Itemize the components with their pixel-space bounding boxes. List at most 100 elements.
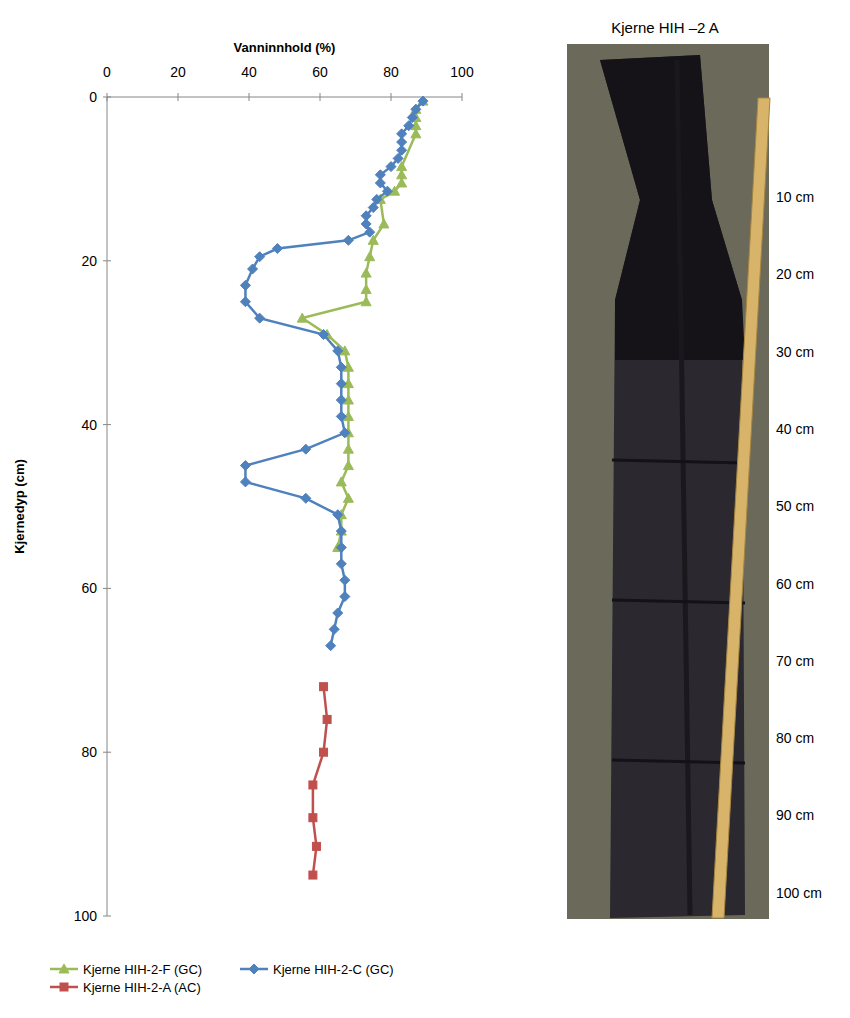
- y-tick-label: 100: [74, 908, 98, 924]
- series-point: [340, 592, 350, 602]
- series-point: [418, 96, 428, 106]
- core-crack: [612, 600, 745, 603]
- series-point: [336, 411, 346, 421]
- core-split: [677, 60, 690, 915]
- depth-label: 50 cm: [776, 498, 814, 514]
- series-point: [404, 121, 414, 131]
- series-point: [375, 178, 385, 188]
- depth-label: 30 cm: [776, 344, 814, 360]
- legend-label: Kjerne HIH-2-F (GC): [83, 962, 202, 977]
- legend-label: Kjerne HIH-2-C (GC): [273, 962, 394, 977]
- x-tick: [391, 93, 392, 101]
- series-point: [319, 330, 329, 340]
- series-point: [340, 575, 350, 585]
- series-point: [309, 781, 317, 789]
- depth-label: 40 cm: [776, 421, 814, 437]
- series-point: [368, 203, 378, 213]
- depth-label: 80 cm: [776, 730, 814, 746]
- y-axis: [107, 97, 108, 916]
- series-point: [323, 715, 331, 723]
- series-point: [411, 129, 421, 138]
- x-tick: [249, 93, 250, 101]
- photo-background: [567, 44, 769, 919]
- x-axis-title: Vanninnhold (%): [234, 40, 336, 55]
- x-tick-label: 60: [312, 64, 328, 80]
- series-point: [326, 641, 336, 651]
- series-line: [245, 101, 423, 646]
- series-point: [340, 428, 350, 438]
- series-point: [320, 683, 328, 691]
- x-axis: [107, 97, 462, 98]
- series-point: [382, 186, 392, 196]
- series-point: [365, 227, 375, 237]
- series-point: [240, 297, 250, 307]
- series-point: [240, 477, 250, 487]
- y-tick-label: 40: [81, 417, 97, 433]
- series-point: [309, 871, 317, 879]
- series-point: [333, 510, 343, 520]
- series-point: [320, 748, 328, 756]
- series-point: [240, 280, 250, 290]
- series-point: [361, 284, 371, 293]
- y-tick: [103, 916, 111, 917]
- series-point: [333, 608, 343, 618]
- depth-label: 100 cm: [776, 885, 822, 901]
- x-tick-label: 100: [450, 64, 474, 80]
- series-point: [336, 395, 346, 405]
- depth-label: 10 cm: [776, 189, 814, 205]
- y-tick-label: 0: [89, 89, 97, 105]
- series-point: [361, 268, 371, 277]
- y-tick: [103, 752, 111, 753]
- series-point: [248, 264, 258, 274]
- series-point: [336, 559, 346, 569]
- y-tick-label: 60: [81, 580, 97, 596]
- depth-label: 90 cm: [776, 807, 814, 823]
- series-point: [297, 313, 307, 322]
- legend-marker: [249, 964, 259, 974]
- x-tick: [462, 93, 463, 101]
- y-tick-label: 80: [81, 744, 97, 760]
- series-point: [343, 235, 353, 245]
- y-axis-title: Kjernedyp (cm): [12, 459, 27, 554]
- core-photo: [567, 44, 770, 919]
- x-tick: [320, 93, 321, 101]
- series-point: [379, 219, 389, 228]
- x-tick-label: 40: [241, 64, 257, 80]
- y-tick: [103, 97, 111, 98]
- series-point: [333, 346, 343, 356]
- series-point: [343, 461, 353, 470]
- x-tick-label: 0: [103, 64, 111, 80]
- series-point: [361, 297, 371, 306]
- legend-marker: [60, 983, 68, 991]
- y-tick: [103, 424, 111, 425]
- depth-label: 70 cm: [776, 653, 814, 669]
- series-point: [255, 252, 265, 262]
- core-crack: [612, 460, 745, 463]
- series-point: [336, 542, 346, 552]
- series-point: [301, 493, 311, 503]
- series-point: [343, 444, 353, 453]
- y-tick-label: 20: [81, 253, 97, 269]
- series-point: [336, 477, 346, 486]
- depth-label: 20 cm: [776, 266, 814, 282]
- series-point: [393, 153, 403, 163]
- series-point: [336, 379, 346, 389]
- plot-area: [240, 96, 428, 879]
- photo-title: Kjerne HIH –2 A: [611, 19, 719, 36]
- series-point: [336, 362, 346, 372]
- series-point: [397, 178, 407, 187]
- series-point: [336, 526, 346, 535]
- series-point: [386, 162, 396, 172]
- series-point: [343, 493, 353, 502]
- series-point: [272, 244, 282, 254]
- series-point: [329, 624, 339, 634]
- series-point: [255, 313, 265, 323]
- y-tick: [103, 588, 111, 589]
- series-point: [240, 461, 250, 471]
- x-tick-label: 20: [170, 64, 186, 80]
- x-tick: [178, 93, 179, 101]
- series-point: [336, 526, 346, 536]
- series-point: [365, 252, 375, 261]
- y-tick: [103, 260, 111, 261]
- ruler: [712, 98, 770, 918]
